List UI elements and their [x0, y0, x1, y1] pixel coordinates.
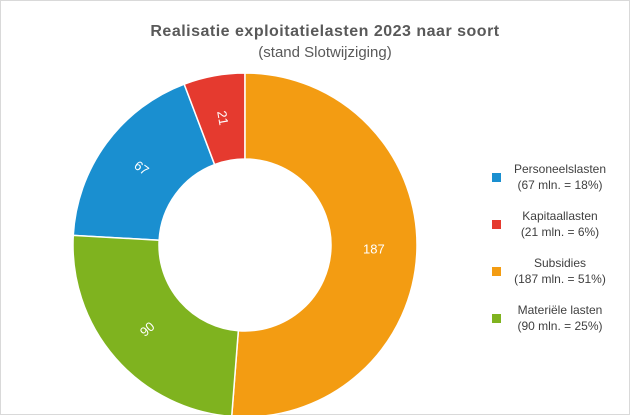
- data-label: 187: [363, 241, 385, 256]
- legend-detail: (187 mln. = 51%): [514, 272, 606, 286]
- legend-swatch: [492, 173, 501, 182]
- chart-title: Realisatie exploitatielasten 2023 naar s…: [150, 23, 499, 40]
- legend-swatch: [492, 314, 501, 323]
- legend-swatch: [492, 220, 501, 229]
- chart-subtitle: (stand Slotwijziging): [258, 44, 391, 61]
- legend-label: Personeelslasten: [514, 162, 606, 176]
- donut-slice: [72, 83, 216, 241]
- legend-label: Materiële lasten: [518, 303, 603, 317]
- legend-detail: (21 mln. = 6%): [521, 225, 599, 239]
- legend-detail: (67 mln. = 18%): [517, 178, 602, 192]
- legend-label: Subsidies: [534, 256, 586, 270]
- data-label: 67: [131, 158, 152, 179]
- data-label: 21: [214, 109, 231, 126]
- legend-label: Kapitaallasten: [522, 209, 597, 223]
- donut-slice: [231, 72, 418, 415]
- legend-swatch: [492, 267, 501, 276]
- legend-detail: (90 mln. = 25%): [517, 319, 602, 333]
- donut-slice: [72, 234, 240, 415]
